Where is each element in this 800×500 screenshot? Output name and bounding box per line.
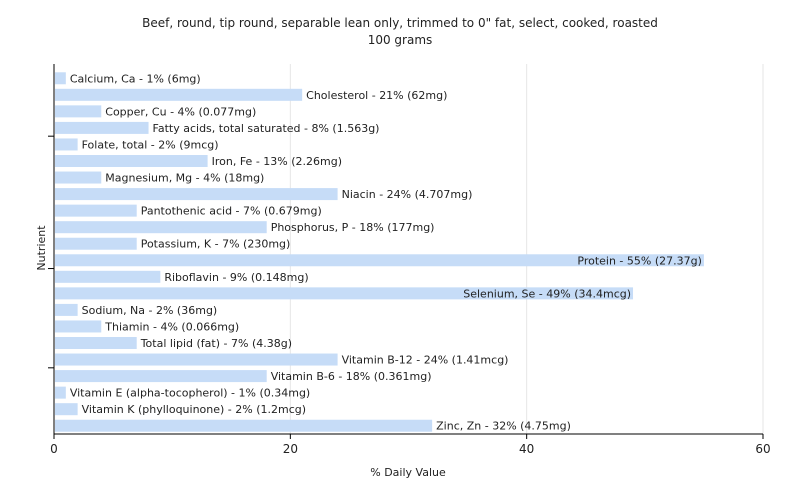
bar-label: Zinc, Zn - 32% (4.75mg) — [436, 420, 571, 433]
bar — [55, 237, 137, 250]
bar — [55, 171, 102, 184]
bar — [55, 204, 137, 217]
x-tick-label: 60 — [755, 442, 770, 456]
bar-label: Thiamin - 4% (0.066mg) — [104, 320, 239, 333]
bar-label: Magnesium, Mg - 4% (18mg) — [105, 172, 264, 185]
bar-label: Riboflavin - 9% (0.148mg) — [164, 271, 308, 284]
bar-label: Iron, Fe - 13% (2.26mg) — [212, 155, 342, 168]
x-tick-label: 20 — [283, 442, 298, 456]
bar — [55, 337, 137, 349]
bar-label: Vitamin E (alpha-tocopherol) - 1% (0.34m… — [70, 387, 310, 400]
bar-label: Cholesterol - 21% (62mg) — [306, 89, 447, 102]
bar-label: Niacin - 24% (4.707mg) — [342, 188, 473, 201]
chart-subtitle: 100 grams — [368, 33, 433, 47]
x-tick-label: 0 — [50, 442, 58, 456]
bar-label: Selenium, Se - 49% (34.4mcg) — [463, 287, 631, 300]
bar-label: Vitamin K (phylloquinone) - 2% (1.2mcg) — [82, 403, 306, 416]
bar-label: Phosphorus, P - 18% (177mg) — [271, 221, 435, 234]
bar — [55, 270, 161, 283]
bar — [55, 386, 66, 399]
bars: Calcium, Ca - 1% (6mg) Cholesterol - 21% … — [55, 72, 704, 433]
chart-title-line: Beef, round, tip round, separable lean o… — [142, 16, 658, 30]
bar-label: Vitamin B-12 - 24% (1.41mcg) — [342, 354, 509, 367]
bar — [55, 419, 433, 432]
x-tick-label: 40 — [519, 442, 534, 456]
bar — [55, 105, 102, 118]
bar — [55, 353, 338, 366]
bar — [55, 287, 634, 300]
bar-label: Vitamin B-6 - 18% (0.361mg) — [271, 370, 432, 383]
bar — [55, 188, 338, 201]
chart-title: Beef, round, tip round, separable lean o… — [142, 16, 658, 47]
x-axis-label: % Daily Value — [370, 466, 446, 479]
y-axis-label: Nutrient — [35, 225, 48, 271]
bar — [55, 403, 78, 416]
bar — [55, 138, 78, 151]
bar — [55, 303, 78, 316]
bar — [55, 72, 66, 85]
bar-label: Total lipid (fat) - 7% (4.38g) — [140, 337, 292, 350]
bar-label: Folate, total - 2% (9mcg) — [82, 138, 219, 151]
bar-label: Pantothenic acid - 7% (0.679mg) — [141, 205, 322, 218]
bar — [55, 221, 267, 234]
bar — [55, 155, 208, 167]
bar — [55, 370, 267, 383]
bar-label: Potassium, K - 7% (230mg) — [141, 238, 291, 251]
bar-label: Copper, Cu - 4% (0.077mg) — [105, 105, 256, 118]
grid-lines — [289, 64, 764, 434]
bar-label: Sodium, Na - 2% (36mg) — [82, 304, 218, 317]
bar-label: Protein - 55% (27.37g) — [577, 254, 702, 267]
bar — [55, 254, 704, 267]
bar — [55, 88, 303, 101]
bar-label: Calcium, Ca - 1% (6mg) — [70, 72, 201, 85]
bar-label: Fatty acids, total saturated - 8% (1.563… — [153, 122, 380, 135]
bar — [55, 320, 102, 333]
bar — [55, 121, 149, 134]
axes: 0 20 40 60 — [48, 64, 771, 456]
